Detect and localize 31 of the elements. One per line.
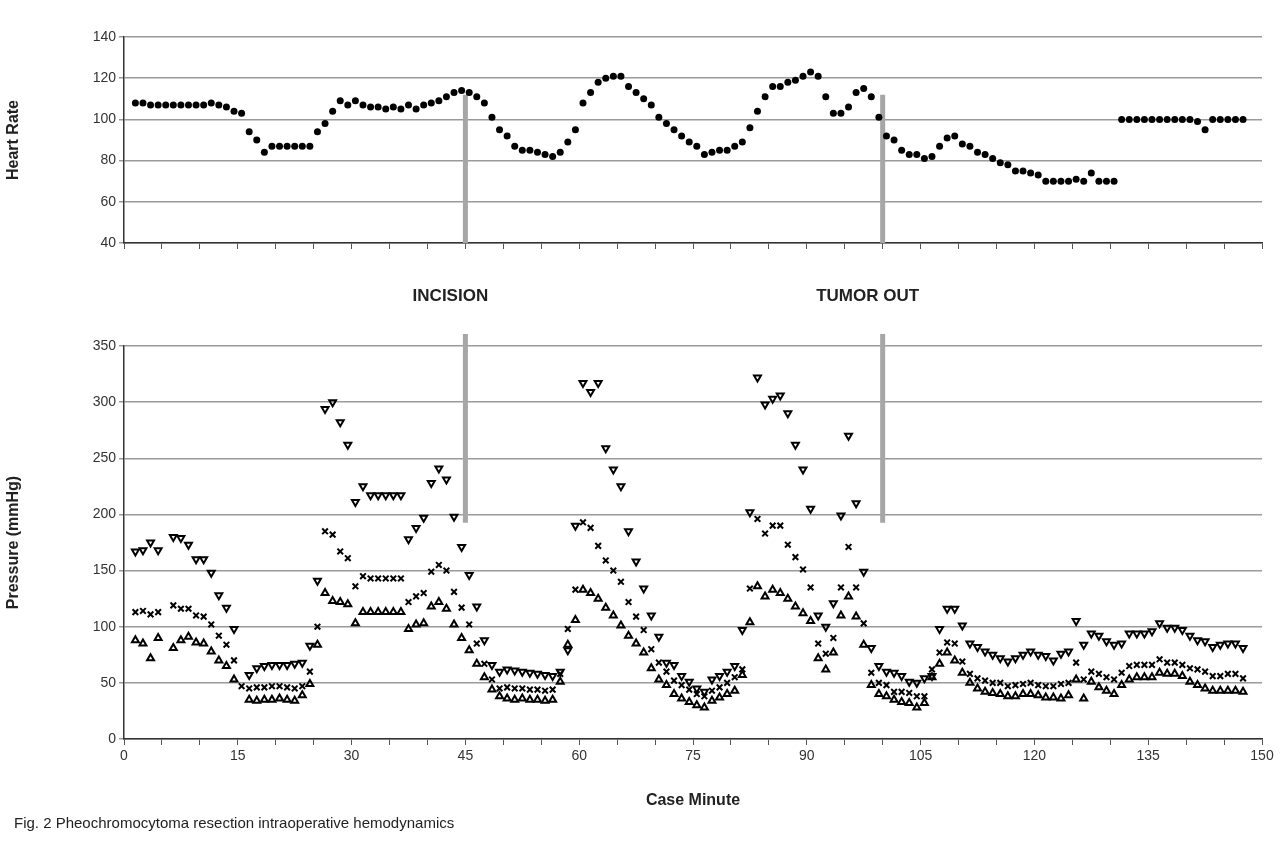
y-tick-label: 80 [100, 151, 117, 168]
y-tick-label: 120 [92, 69, 117, 86]
y-tick-label: 200 [92, 505, 117, 522]
y-tick-label: 150 [92, 561, 117, 578]
x-tick-label: 60 [571, 747, 588, 764]
x-tick-label: 45 [457, 747, 474, 764]
ref-line-label: INCISION [412, 285, 489, 305]
y-tick-label: 60 [100, 192, 117, 209]
x-tick-label: 90 [799, 747, 815, 764]
x-tick-label: 135 [1136, 747, 1161, 764]
y-tick-label: 100 [92, 617, 117, 634]
ref-line-label: TUMOR OUT [816, 285, 920, 305]
y-tick-label: 250 [92, 449, 117, 466]
y-tick-label: 350 [92, 336, 117, 353]
x-tick-label: 75 [685, 747, 701, 764]
x-tick-label: 120 [1022, 747, 1047, 764]
y-tick-label: 50 [100, 673, 117, 690]
x-tick-label: 15 [230, 747, 246, 764]
y-tick-label: 300 [92, 393, 117, 409]
y-axis-title: Pressure (mmHg) [4, 475, 22, 610]
x-tick-label: 105 [908, 747, 933, 764]
x-axis-title: Case Minute [645, 790, 741, 808]
caption: Fig. 2 Pheochromocytoma resection intraoperative hemodynamics [14, 814, 455, 831]
y-axis-title: Heart Rate [4, 99, 22, 181]
y-tick-label: 40 [100, 233, 117, 250]
x-tick-label: 30 [343, 747, 360, 764]
y-tick-label: 0 [108, 729, 117, 746]
x-tick-label: 0 [120, 747, 129, 764]
x-tick-label: 150 [1250, 747, 1274, 764]
y-tick-label: 140 [92, 27, 117, 44]
y-tick-label: 100 [92, 110, 117, 127]
